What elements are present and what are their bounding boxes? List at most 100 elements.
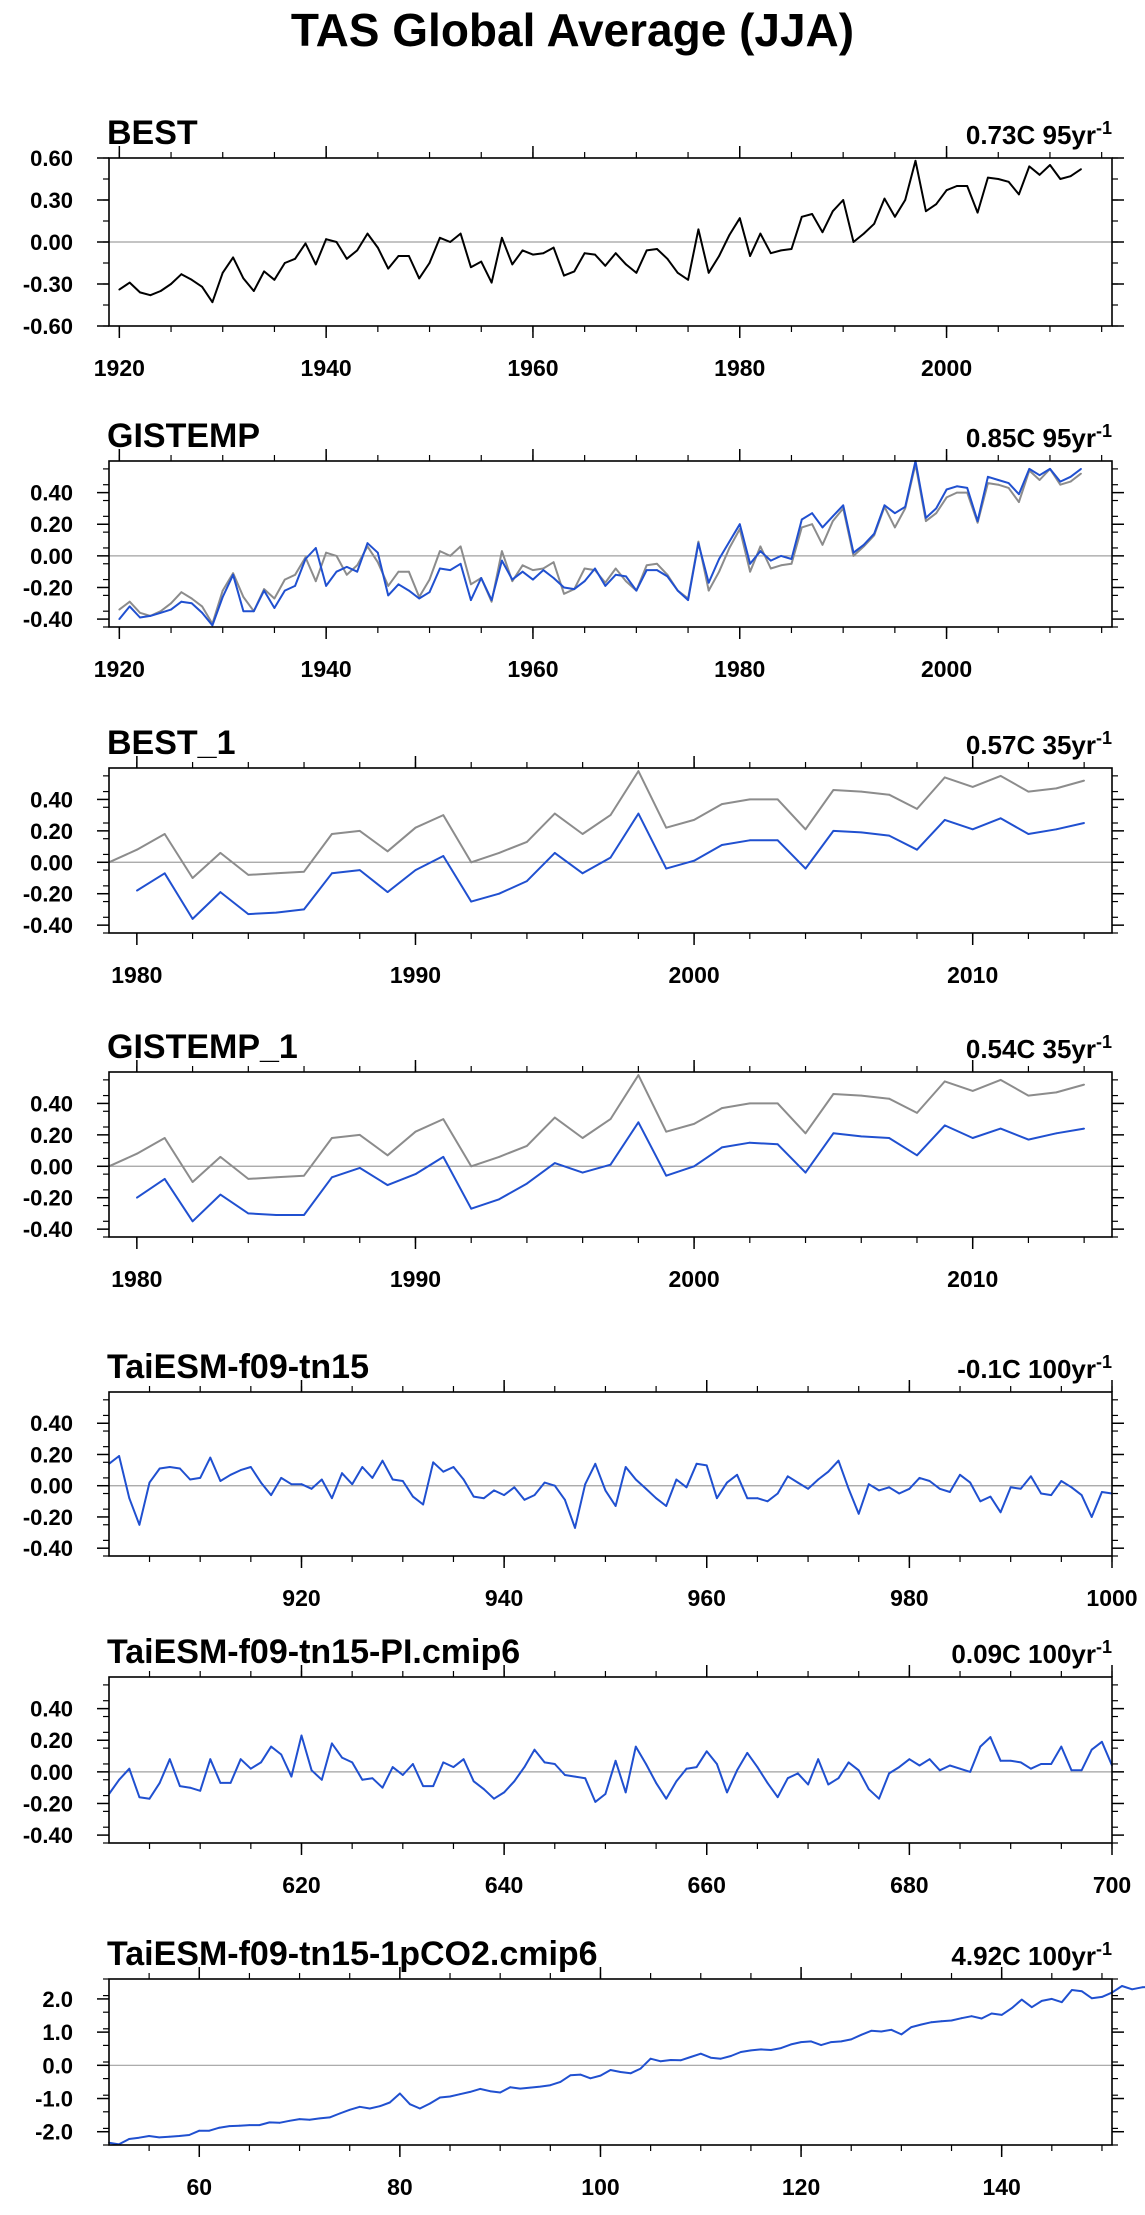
data-point (748, 1141, 751, 1144)
data-point (945, 488, 948, 491)
data-point (721, 1146, 723, 1149)
data-point (412, 1763, 414, 1765)
data-point (847, 1761, 850, 1764)
data-point (604, 1489, 607, 1492)
data-point (860, 790, 863, 793)
data-point (999, 1079, 1002, 1081)
data-point (564, 1498, 566, 1501)
data-point (1101, 1491, 1103, 1493)
x-tick-label: 1980 (111, 962, 162, 988)
data-point (637, 1121, 640, 1124)
data-point (842, 504, 845, 507)
data-point (1080, 1769, 1083, 1772)
data-point (760, 2048, 762, 2051)
data-point (351, 1761, 354, 1764)
x-tick-label: 660 (688, 1872, 726, 1898)
data-point (526, 1182, 528, 1185)
data-point (249, 1466, 252, 1468)
data-point (242, 610, 245, 613)
data-point (381, 1786, 384, 1789)
data-point (852, 555, 855, 557)
data-point (938, 1487, 941, 1490)
data-point (940, 2020, 943, 2023)
data-point (335, 570, 338, 573)
panel-title: TaiESM-f09-tn15-1pCO2.cmip6 (107, 1935, 598, 1973)
data-point (831, 520, 834, 522)
data-point (218, 2126, 221, 2129)
data-point (573, 270, 576, 273)
data-point (776, 798, 779, 801)
data-point (780, 249, 782, 252)
data-point (749, 255, 751, 257)
y-tick-label: 0.00 (30, 1760, 73, 1785)
series-line-model (108, 1985, 1145, 2146)
data-point (665, 826, 668, 829)
data-point (770, 2049, 772, 2051)
data-point (138, 1796, 141, 1799)
data-point (584, 1777, 587, 1780)
data-point (180, 600, 183, 603)
data-point (523, 1498, 526, 1501)
data-point (442, 1761, 445, 1764)
data-point (746, 1752, 749, 1754)
data-point (738, 217, 741, 220)
data-point (189, 1786, 192, 1789)
data-point (821, 231, 824, 234)
data-point (356, 249, 359, 252)
data-point (1055, 1091, 1058, 1094)
data-point (1090, 1748, 1093, 1751)
x-tick-label: 1920 (94, 656, 145, 682)
y-tick-label: -0.40 (23, 1536, 73, 1561)
data-point (594, 253, 596, 256)
data-point (832, 789, 835, 791)
data-point (358, 1167, 361, 1169)
data-point (498, 1156, 500, 1158)
data-point (1083, 822, 1085, 824)
data-point (1069, 475, 1072, 478)
y-tick-label: 0.20 (30, 1442, 73, 1467)
data-point (634, 1478, 637, 1481)
data-point (1055, 787, 1058, 790)
panel-2: GISTEMP 0.85C 95yr-1 1920 1940 1960 1980 2000 -… (23, 417, 1124, 682)
data-point (928, 1480, 931, 1482)
data-point (159, 290, 162, 292)
data-point (387, 594, 390, 597)
data-point (1055, 1132, 1058, 1135)
data-point (498, 1198, 500, 1201)
data-point (790, 562, 793, 565)
data-point (1090, 1516, 1093, 1518)
data-point (199, 1789, 202, 1792)
data-point (386, 850, 389, 853)
data-point (916, 1154, 918, 1157)
data-point (263, 588, 265, 590)
data-point (563, 274, 565, 277)
data-point (908, 1487, 911, 1490)
data-point (1030, 1475, 1032, 1478)
data-point (589, 2077, 592, 2080)
x-tick-label: 2000 (668, 962, 719, 988)
data-point (526, 1145, 528, 1147)
data-point (971, 1090, 974, 1092)
data-point (827, 1470, 830, 1473)
data-point (573, 588, 576, 590)
data-point (857, 1769, 860, 1772)
data-point (1038, 173, 1041, 176)
data-point (707, 271, 710, 274)
data-point (980, 2017, 983, 2020)
data-point (959, 1767, 961, 1770)
data-point (219, 1193, 222, 1196)
data-point (990, 2012, 993, 2015)
data-point (721, 1107, 723, 1109)
data-point (637, 812, 640, 815)
data-point (331, 872, 333, 875)
data-point (338, 2112, 341, 2115)
data-point (273, 278, 276, 281)
data-point (219, 891, 222, 893)
data-point (529, 2086, 532, 2089)
y-tick-label: -0.40 (23, 1823, 73, 1848)
data-point (148, 1797, 151, 1800)
data-point (960, 2017, 963, 2020)
data-point (721, 803, 723, 805)
data-point (1028, 165, 1031, 168)
data-point (270, 1745, 272, 1748)
